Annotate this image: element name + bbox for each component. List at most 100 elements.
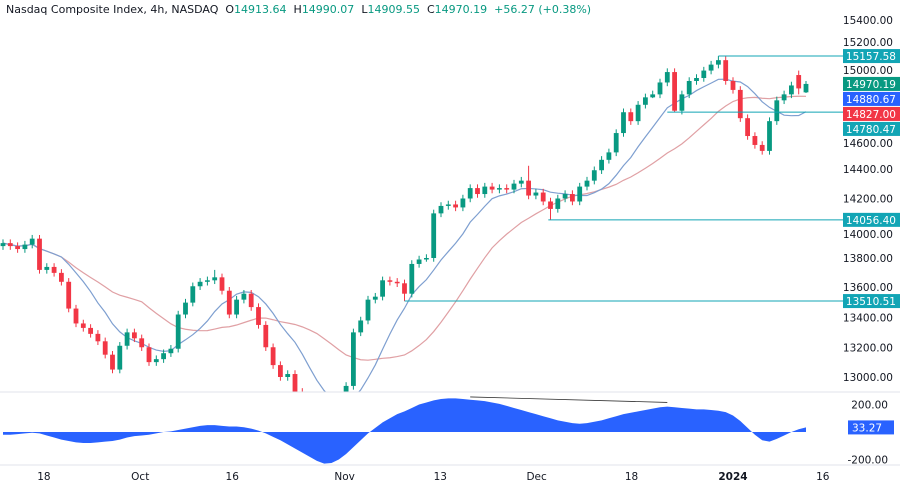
candle-up [716,60,721,65]
candle-up [336,399,341,409]
candle-down [402,283,407,294]
candle-down [263,324,269,348]
candle-down [752,136,758,145]
price-axis-tick: 15400.00 [843,15,893,27]
candle-up [803,83,809,93]
candle-up [518,180,524,184]
oscillator-area [3,398,806,464]
open-label: O [225,3,235,16]
candle-up [657,82,663,95]
level-price-tag: 14780.47 [846,124,896,136]
candle-up [789,85,794,95]
candle-down [66,281,72,309]
candle-up [329,410,334,419]
candle-down [7,243,13,247]
time-axis-tick: 16 [226,471,240,483]
candle-down [59,272,64,282]
candle-up [584,180,590,187]
candle-up [635,104,641,122]
price-axis-tick: 13000.00 [843,372,893,384]
oscillator-value-tag: 33.27 [852,422,882,434]
high-label: H [293,3,302,16]
candle-down [672,72,677,111]
candle-up [781,94,787,101]
candle-up [205,280,210,282]
candle-up [212,277,218,281]
candle-up [562,194,568,199]
price-axis-tick: 14000.00 [843,229,893,241]
candle-up [409,263,415,294]
price-axis-tick: 13600.00 [843,282,893,294]
candle-up [197,281,203,287]
price-pane [0,56,809,421]
time-axis-tick: Nov [334,471,355,483]
candle-up [241,293,247,300]
candle-up [643,97,648,105]
candle-up [591,170,597,181]
candle-down [139,338,145,348]
candle-up [168,348,174,354]
candle-up [161,353,166,360]
price-axis-tick: 15000.00 [843,65,893,77]
candle-down [489,186,495,190]
candle-down [226,290,232,315]
candle-down [88,327,93,334]
time-axis-tick: Oct [131,471,149,483]
time-axis-tick: 2024 [718,471,747,483]
change-value: +56.27 (+0.38%) [494,3,592,16]
ma-fast-line [2,78,807,392]
level-price-tag: 14056.40 [846,215,896,227]
candle-down [526,180,531,196]
candle-up [365,299,371,321]
oscillator-axis-tick: -200.00 [847,455,888,467]
candle-down [548,201,553,209]
candle-up [153,359,159,363]
low-label: L [361,3,368,16]
candle-down [146,347,152,363]
candle-down [51,266,57,273]
candle-down [15,246,20,250]
candle-down [299,391,305,392]
price-axis-tick: 14200.00 [843,194,893,206]
candle-up [482,186,488,195]
candle-down [278,365,283,377]
price-axis-tick: 14400.00 [843,164,893,176]
price-axis-tick: 13200.00 [843,342,893,354]
time-axis-tick: 16 [816,471,830,483]
candle-down [730,80,736,90]
candle-up [708,64,714,71]
candle-up [372,296,378,300]
price-tag-bg [843,106,900,121]
symbol-title: Nasdaq Composite Index, 4h, NASDAQ [6,3,219,16]
close-label: C [426,3,435,16]
level-price-tag: 13510.51 [846,296,896,308]
candle-up [117,345,123,370]
level-price-tag: 15157.58 [846,51,896,63]
candle-up [621,112,626,134]
candle-down [737,89,743,119]
candle-up [694,78,699,81]
candle-up [175,314,181,349]
price-tag: 14827.00 [846,109,896,121]
candle-down [37,238,42,270]
candle-up [22,244,28,250]
time-axis-tick: 18 [625,471,638,483]
candle-down [315,414,320,421]
price-axis-tick: 15200.00 [843,37,893,49]
candle-up [44,266,50,270]
candle-down [570,194,575,202]
candle-up [767,121,772,151]
candle-down [723,60,729,81]
price-tag-bg [843,76,900,91]
high-value: 14990.07 [301,3,355,16]
open-value: 14913.64 [234,3,287,16]
candle-up [358,320,364,333]
candle-down [256,307,261,325]
candle-up [438,205,444,214]
candle-up [234,299,239,315]
candle-up [183,302,188,315]
candle-up [701,70,707,79]
candle-up [555,198,561,209]
